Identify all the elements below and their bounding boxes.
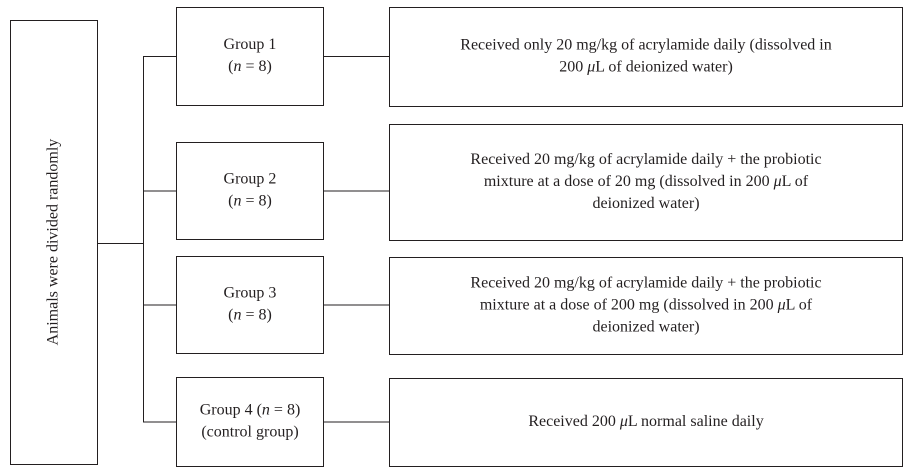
text-run: n [233,192,241,209]
text-run: Received 20 mg/kg of acrylamide daily + … [470,274,821,291]
description-box [389,378,903,467]
text-run: μ [586,58,595,75]
text-line: deionized water) [592,195,699,212]
group-box [176,377,324,467]
text-line: Group 3 [224,284,277,301]
text-line: Received 20 mg/kg of acrylamide daily + … [470,151,821,168]
text-line: Group 4 (n = 8) [200,401,301,418]
text-run: Received 20 mg/kg of acrylamide daily + … [470,151,821,168]
text-line: (n = 8) [228,58,272,75]
group-box [176,256,324,354]
text-run: Group 4 ( [200,401,262,418]
text-run: = 8) [241,58,271,75]
text-run: μ [619,413,628,430]
text-run: ( [228,58,233,75]
group-box [176,7,324,106]
text-run: deionized water) [592,318,699,335]
text-run: L of [786,296,813,313]
text-line: (n = 8) [228,306,272,323]
text-line: Received only 20 mg/kg of acrylamide dai… [460,36,831,53]
text-run: deionized water) [592,195,699,212]
text-run: = 8) [241,306,271,323]
text-run: L normal saline daily [628,413,764,430]
text-run: L of deionized water) [595,58,733,75]
group-box [176,142,324,240]
text-run: n [233,58,241,75]
description-box [389,257,903,355]
text-line: Received 20 mg/kg of acrylamide daily + … [470,274,821,291]
text-run: n [233,306,241,323]
description-box [389,7,903,107]
text-run: L of [782,173,809,190]
root-label: Animals were divided randomly [45,139,62,346]
text-line: deionized water) [592,318,699,335]
text-run: Received 200 [528,413,620,430]
text-line: mixture at a dose of 200 mg (dissolved i… [480,296,813,313]
text-line: (n = 8) [228,192,272,209]
text-run: 200 [559,58,587,75]
text-run: μ [777,296,786,313]
text-run: = 8) [241,192,271,209]
text-run: μ [773,173,782,190]
text-run: n [262,401,270,418]
text-line: Group 1 [224,36,277,53]
text-run: ( [228,192,233,209]
text-run: ( [228,306,233,323]
text-run: (control group) [201,423,298,440]
text-run: Group 3 [224,284,277,301]
root-box [10,20,98,465]
text-line: Group 2 [224,170,277,187]
text-line: 200 μL of deionized water) [559,58,733,75]
text-run: mixture at a dose of 20 mg (dissolved in… [484,173,774,190]
text-line: mixture at a dose of 20 mg (dissolved in… [484,173,809,190]
text-run: = 8) [270,401,300,418]
description-box [389,124,903,241]
text-line: Received 200 μL normal saline daily [528,413,763,430]
text-run: mixture at a dose of 200 mg (dissolved i… [480,296,778,313]
text-run: Group 2 [224,170,277,187]
text-run: Received only 20 mg/kg of acrylamide dai… [460,36,831,53]
text-run: Group 1 [224,36,277,53]
text-line: (control group) [201,423,298,440]
